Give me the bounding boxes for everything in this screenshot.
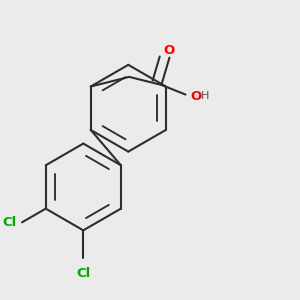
Text: Cl: Cl bbox=[76, 267, 90, 280]
Text: O: O bbox=[164, 44, 175, 57]
Text: O: O bbox=[190, 90, 202, 103]
Text: Cl: Cl bbox=[2, 216, 16, 229]
Text: H: H bbox=[201, 91, 209, 101]
